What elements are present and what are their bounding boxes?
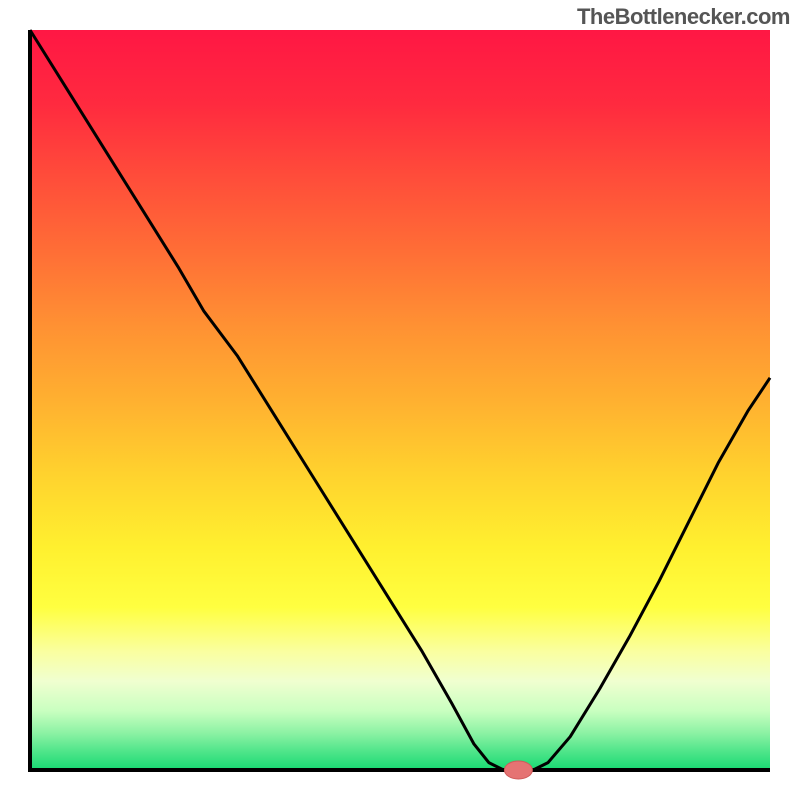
watermark-text: TheBottlenecker.com	[577, 4, 790, 30]
optimal-point-marker	[504, 761, 532, 779]
chart-svg	[0, 0, 800, 800]
gradient-background	[30, 30, 770, 770]
chart-container: TheBottlenecker.com	[0, 0, 800, 800]
